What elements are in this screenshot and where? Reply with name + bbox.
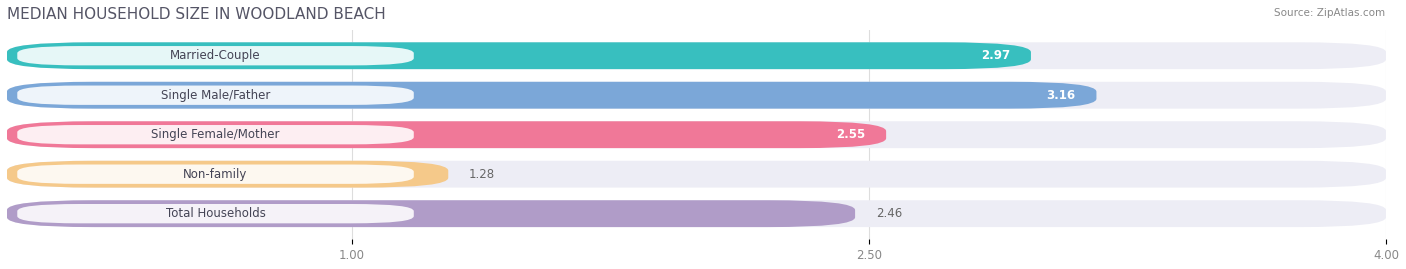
FancyBboxPatch shape: [7, 121, 886, 148]
FancyBboxPatch shape: [7, 200, 1386, 227]
FancyBboxPatch shape: [17, 125, 413, 144]
Text: 2.55: 2.55: [837, 128, 866, 141]
FancyBboxPatch shape: [7, 42, 1386, 69]
Text: 3.16: 3.16: [1046, 89, 1076, 102]
Text: 2.97: 2.97: [981, 49, 1011, 62]
FancyBboxPatch shape: [17, 165, 413, 184]
FancyBboxPatch shape: [7, 200, 855, 227]
FancyBboxPatch shape: [7, 42, 1031, 69]
Text: 1.28: 1.28: [470, 168, 495, 181]
FancyBboxPatch shape: [7, 82, 1386, 109]
FancyBboxPatch shape: [17, 46, 413, 65]
Text: MEDIAN HOUSEHOLD SIZE IN WOODLAND BEACH: MEDIAN HOUSEHOLD SIZE IN WOODLAND BEACH: [7, 7, 385, 22]
Text: Single Male/Father: Single Male/Father: [160, 89, 270, 102]
Text: Total Households: Total Households: [166, 207, 266, 220]
FancyBboxPatch shape: [17, 86, 413, 105]
FancyBboxPatch shape: [7, 121, 1386, 148]
FancyBboxPatch shape: [7, 161, 449, 187]
FancyBboxPatch shape: [17, 204, 413, 223]
Text: Single Female/Mother: Single Female/Mother: [152, 128, 280, 141]
Text: 2.46: 2.46: [876, 207, 903, 220]
Text: Non-family: Non-family: [183, 168, 247, 181]
Text: Married-Couple: Married-Couple: [170, 49, 262, 62]
Text: Source: ZipAtlas.com: Source: ZipAtlas.com: [1274, 8, 1385, 18]
FancyBboxPatch shape: [7, 161, 1386, 187]
FancyBboxPatch shape: [7, 82, 1097, 109]
